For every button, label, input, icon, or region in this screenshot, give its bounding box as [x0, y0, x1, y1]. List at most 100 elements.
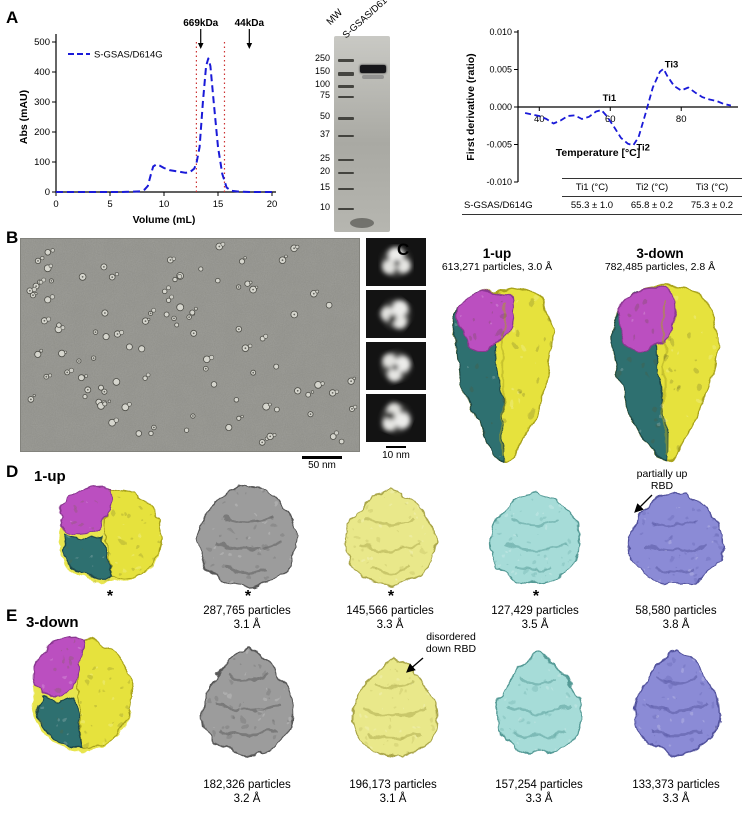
map-subtitle-3down: 782,485 particles, 2.8 Å: [604, 261, 716, 273]
gel-ladder-band: [338, 95, 354, 99]
svg-text:20: 20: [267, 199, 278, 210]
em-map-1up-class-gray: [183, 478, 311, 596]
gel-mw-value: 150: [314, 66, 330, 77]
gel-ladder-band: [338, 134, 354, 137]
table-row-label: S-GSAS/D614G: [462, 196, 562, 215]
map-caption: 196,173 particles: [349, 779, 437, 791]
asterisk: *: [387, 588, 395, 605]
map-caption: 3.2 Å: [233, 793, 261, 805]
panel-e-title: 3-down: [26, 614, 79, 631]
svg-text:5: 5: [107, 199, 112, 210]
gel-ladder-labels: 250 150 100 75 50 37 25 20 15 10: [300, 36, 332, 232]
table-value-ti3: 75.3 ± 0.2: [682, 196, 742, 215]
map-caption: 3.1 Å: [379, 793, 407, 805]
map-caption: 182,326 particles: [203, 779, 291, 791]
map-caption: 3.1 Å: [233, 619, 261, 631]
svg-text:-0.010: -0.010: [486, 177, 512, 187]
panel-b-label: B: [6, 228, 19, 247]
svg-text:10: 10: [159, 199, 170, 210]
em-map-3down-class-gray: [185, 634, 311, 768]
gel-ladder-band: [338, 187, 354, 190]
scalebar-10nm-label: 10 nm: [382, 450, 410, 461]
gel-mw-value: 250: [314, 52, 330, 63]
svg-text:44kDa: 44kDa: [235, 18, 265, 29]
map-title-1up: 1-up: [482, 246, 512, 261]
map-caption: 287,765 particles: [203, 605, 291, 617]
asterisk: *: [532, 588, 540, 605]
gel-ladder-band: [338, 72, 354, 76]
em-map-3down-side: [596, 280, 734, 468]
gel-image: [334, 36, 390, 232]
svg-text:80: 80: [676, 114, 687, 125]
class-average-3: [366, 342, 426, 390]
gel-ladder-band: [338, 85, 354, 88]
table-row: S-GSAS/D614G 55.3 ± 1.0 65.8 ± 0.2 75.3 …: [462, 196, 742, 215]
em-map-1up-class-purple: [616, 486, 736, 594]
map-caption: 157,254 particles: [495, 779, 583, 791]
em-map-3down-class-yellow: [336, 646, 454, 768]
annotation-arrow-partially-up: [634, 494, 653, 513]
em-map-3down-class-cyan: [480, 642, 598, 766]
gel-mw-value: 100: [314, 79, 330, 89]
map-caption: 3.3 Å: [662, 793, 690, 805]
table-header-ti3: Ti3 (°C): [682, 178, 742, 197]
em-map-1up-class-yellow: [332, 484, 448, 594]
svg-text:Volume (mL): Volume (mL): [133, 214, 196, 226]
gel-mw-value: 25: [319, 152, 330, 163]
melting-temps-table: Ti1 (°C) Ti2 (°C) Ti3 (°C) S-GSAS/D614G …: [462, 178, 742, 215]
svg-text:300: 300: [34, 97, 50, 108]
svg-text:669kDa: 669kDa: [183, 18, 218, 29]
asterisk: *: [244, 588, 252, 605]
svg-text:0: 0: [53, 199, 58, 210]
annotation-partially-up-rbd: partially up RBD: [612, 468, 712, 492]
gel-sample-smear: [362, 75, 384, 79]
class-average-1: [366, 238, 426, 286]
map-caption: 3.5 Å: [521, 619, 549, 631]
gel-mw-value: 10: [319, 201, 330, 212]
svg-text:200: 200: [34, 127, 50, 138]
panel-d-label: D: [6, 462, 19, 481]
scalebar-50nm-label: 50 nm: [308, 460, 336, 471]
map-caption: 133,373 particles: [632, 779, 720, 791]
svg-text:500: 500: [34, 37, 50, 48]
svg-text:0.005: 0.005: [489, 65, 512, 75]
gel-sample-band: [360, 65, 386, 73]
em-map-1up-consensus-top: [44, 480, 176, 592]
gel-ladder-band: [338, 207, 354, 210]
gel-mw-value: 37: [319, 128, 330, 139]
table-value-ti1: 55.3 ± 1.0: [562, 196, 622, 215]
svg-text:First derivative (ratio): First derivative (ratio): [465, 53, 477, 160]
em-map-3down-class-purple: [618, 638, 736, 766]
annotation-line: partially up: [636, 468, 688, 480]
gel-ladder-band: [338, 172, 354, 175]
table-corner: [462, 179, 562, 197]
annotation-arrow-disordered: [406, 657, 424, 673]
map-caption: 58,580 particles: [635, 605, 717, 617]
panel-a-label: A: [6, 8, 19, 27]
svg-text:40: 40: [534, 114, 545, 125]
em-map-1up-class-cyan: [477, 486, 593, 592]
map-caption: 3.8 Å: [662, 619, 690, 631]
em-map-1up-side: [438, 280, 570, 468]
svg-text:400: 400: [34, 67, 50, 78]
gel-dye-front: [350, 218, 374, 228]
map-caption: 127,429 particles: [491, 605, 579, 617]
annotation-line: disordered: [426, 631, 476, 643]
svg-text:S-GSAS/D614G: S-GSAS/D614G: [94, 50, 163, 61]
em-map-3down-consensus-top: [18, 630, 146, 762]
table-value-ti2: 65.8 ± 0.2: [622, 196, 682, 215]
asterisk: *: [106, 588, 114, 605]
class-average-2: [366, 290, 426, 338]
table-header-ti1: Ti1 (°C): [562, 178, 622, 197]
svg-text:-0.005: -0.005: [486, 140, 512, 150]
annotation-line: down RBD: [425, 643, 477, 655]
gel-lane-label: S-GSAS/D614G: [340, 0, 400, 42]
gel-mw-value: 20: [319, 166, 330, 177]
gel-mw-value: 50: [319, 111, 330, 122]
class-average-4: [366, 394, 426, 442]
svg-text:0: 0: [45, 187, 50, 198]
gel-mw-value: 75: [319, 89, 330, 100]
gel-ladder-band: [338, 117, 354, 120]
svg-text:15: 15: [213, 199, 224, 210]
